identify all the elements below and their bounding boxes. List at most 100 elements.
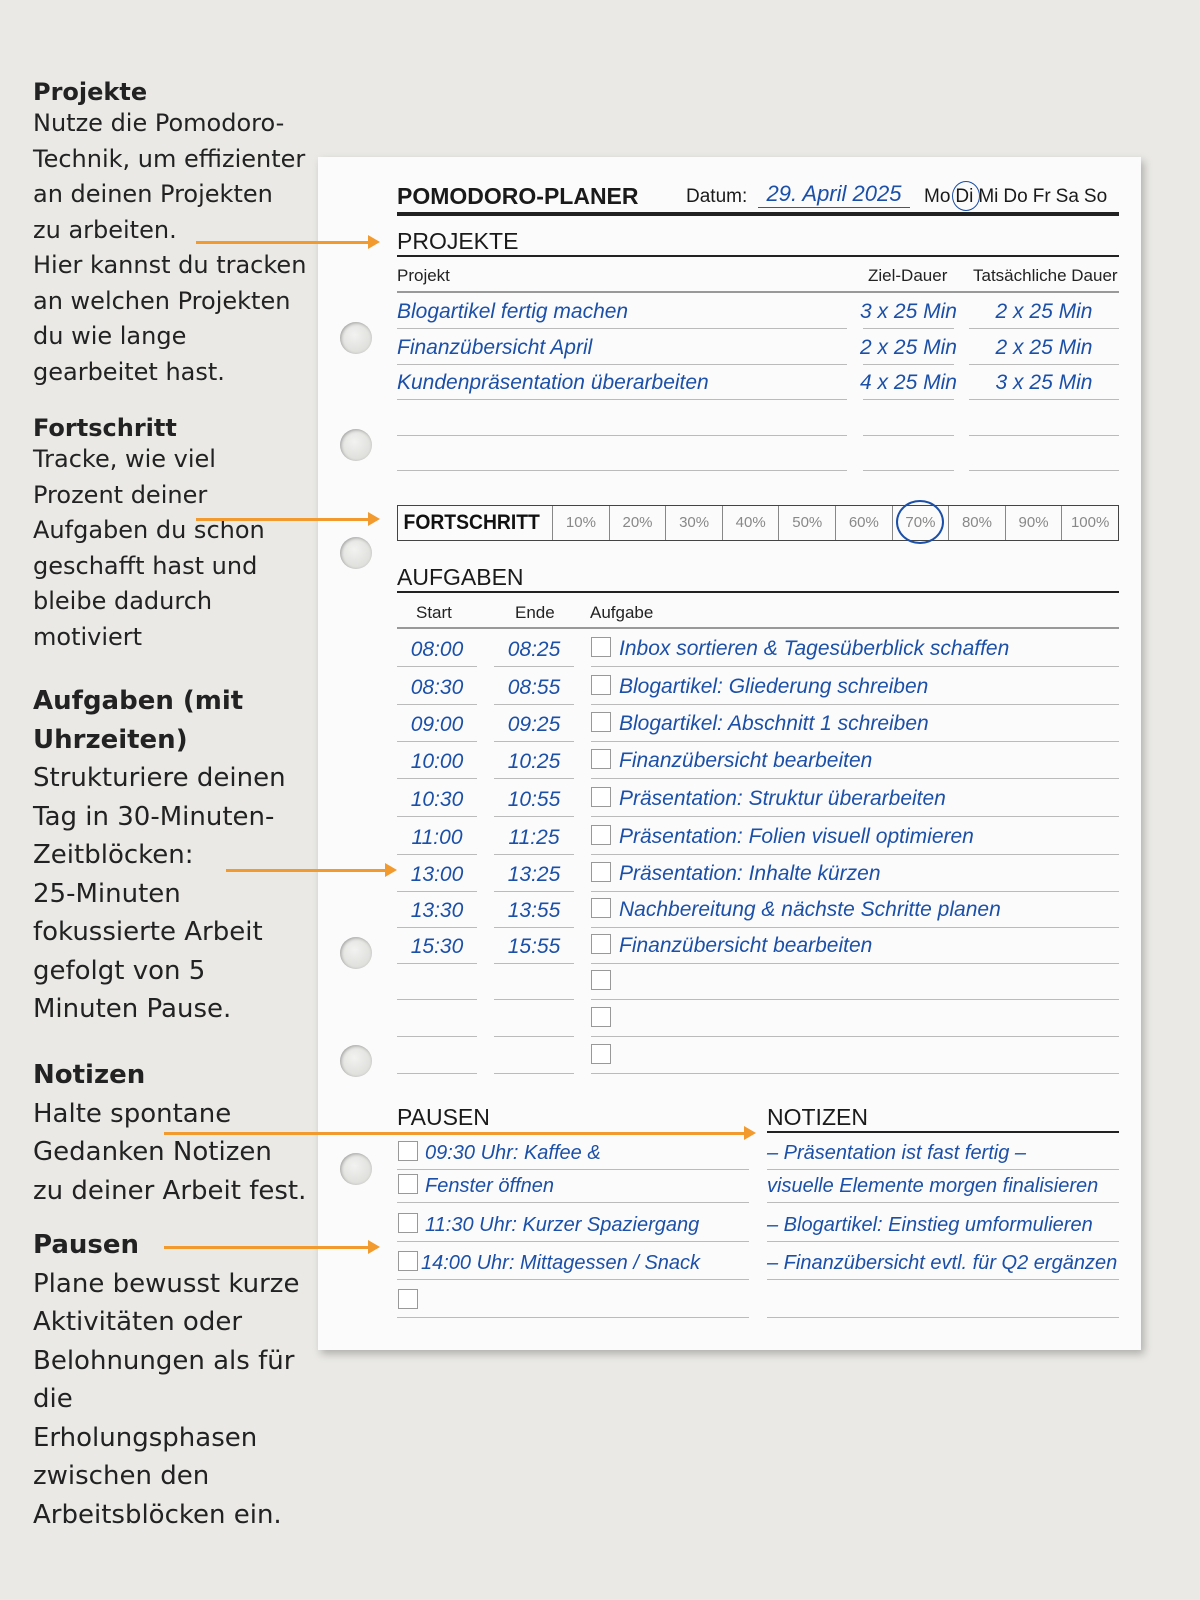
selected-day-circle bbox=[952, 181, 981, 211]
task-name[interactable]: Finanzübersicht bearbeiten bbox=[619, 934, 873, 957]
row-line bbox=[397, 999, 477, 1000]
note-text[interactable]: visuelle Elemente morgen finalisieren bbox=[767, 1175, 1099, 1197]
weekday-mi[interactable]: Mi bbox=[978, 186, 999, 207]
progress-step-100%[interactable]: 100% bbox=[1061, 506, 1118, 540]
project-name[interactable]: Finanzübersicht April bbox=[397, 335, 593, 359]
task-start[interactable]: 08:30 bbox=[410, 676, 464, 699]
task-end[interactable]: 13:55 bbox=[507, 899, 561, 922]
project-name[interactable]: Blogartikel fertig machen bbox=[397, 300, 629, 323]
break-checkbox[interactable] bbox=[398, 1141, 418, 1161]
task-start[interactable]: 09:00 bbox=[410, 713, 464, 736]
break-checkbox[interactable] bbox=[398, 1251, 418, 1271]
task-checkbox[interactable] bbox=[591, 825, 611, 845]
row-line bbox=[397, 1317, 749, 1318]
task-name[interactable]: Finanzübersicht bearbeiten bbox=[619, 749, 873, 772]
project-row bbox=[397, 439, 1119, 473]
row-line bbox=[397, 741, 477, 742]
project-actual[interactable]: 2 x 25 Min bbox=[995, 300, 1093, 323]
sidebar-title: Aufgaben (mit Uhrzeiten) bbox=[33, 686, 244, 755]
task-start[interactable]: 15:30 bbox=[410, 935, 464, 958]
task-end[interactable]: 10:25 bbox=[507, 750, 561, 773]
task-start[interactable]: 13:30 bbox=[410, 899, 464, 922]
task-row: 11:00 11:25 Präsentation: Folien visuell o… bbox=[397, 821, 1119, 857]
task-name[interactable]: Inbox sortieren & Tagesüberblick schaffe… bbox=[619, 637, 1010, 660]
task-checkbox[interactable] bbox=[591, 675, 611, 695]
weekday-fr[interactable]: Fr bbox=[1032, 186, 1051, 207]
task-start[interactable]: 10:30 bbox=[410, 788, 464, 811]
break-checkbox[interactable] bbox=[398, 1174, 418, 1194]
note-text[interactable]: – Präsentation ist fast fertig – bbox=[767, 1142, 1027, 1164]
task-end[interactable]: 08:25 bbox=[507, 638, 561, 661]
task-checkbox[interactable] bbox=[591, 787, 611, 807]
row-line bbox=[397, 778, 477, 779]
break-text[interactable]: 14:00 Uhr: Mittagessen / Snack bbox=[421, 1252, 701, 1274]
divider bbox=[397, 212, 1119, 216]
weekday-do[interactable]: Do bbox=[1003, 186, 1028, 207]
progress-step-80%[interactable]: 80% bbox=[948, 506, 1005, 540]
task-checkbox[interactable] bbox=[591, 862, 611, 882]
task-row bbox=[397, 1003, 1119, 1039]
progress-step-90%[interactable]: 90% bbox=[1004, 506, 1062, 540]
project-actual[interactable]: 3 x 25 Min bbox=[995, 371, 1093, 394]
task-row: 10:00 10:25 Finanzübersicht bearbeiten bbox=[397, 745, 1119, 781]
task-name[interactable]: Präsentation: Inhalte kürzen bbox=[619, 862, 881, 885]
progress-step-40%[interactable]: 40% bbox=[721, 506, 779, 540]
punch-hole bbox=[340, 1045, 372, 1077]
task-start[interactable]: 11:00 bbox=[411, 826, 463, 849]
task-name[interactable]: Nachbereitung & nächste Schritte planen bbox=[619, 898, 1001, 921]
task-end[interactable]: 13:25 bbox=[507, 863, 561, 886]
date-value[interactable]: 29. April 2025 bbox=[758, 181, 910, 208]
task-checkbox[interactable] bbox=[591, 898, 611, 918]
task-checkbox[interactable] bbox=[591, 1007, 611, 1027]
sidebar-pausen: Pausen Plane bewusst kurze Aktivitäten od… bbox=[33, 1226, 299, 1534]
task-name[interactable]: Präsentation: Struktur überarbeiten bbox=[619, 787, 946, 810]
task-name[interactable]: Blogartikel: Gliederung schreiben bbox=[619, 675, 929, 698]
task-start[interactable]: 10:00 bbox=[410, 750, 464, 773]
break-text[interactable]: 09:30 Uhr: Kaffee & bbox=[425, 1142, 601, 1164]
project-name[interactable]: Kundenpräsentation überarbeiten bbox=[397, 371, 709, 394]
task-end[interactable]: 11:25 bbox=[508, 826, 560, 849]
sidebar-title: Fortschritt bbox=[33, 414, 177, 442]
task-name[interactable]: Blogartikel: Abschnitt 1 schreiben bbox=[619, 712, 929, 735]
row-line bbox=[494, 666, 574, 667]
task-checkbox[interactable] bbox=[591, 712, 611, 732]
weekday-mo[interactable]: Mo bbox=[924, 186, 951, 207]
task-end[interactable]: 09:25 bbox=[507, 713, 561, 736]
task-end[interactable]: 15:55 bbox=[507, 935, 561, 958]
project-row: Blogartikel fertig machen 3 x 25 Min 2 x 2… bbox=[397, 297, 1119, 331]
progress-step-10%[interactable]: 10% bbox=[552, 506, 609, 540]
task-checkbox[interactable] bbox=[591, 970, 611, 990]
task-checkbox[interactable] bbox=[591, 749, 611, 769]
task-end[interactable]: 08:55 bbox=[507, 676, 561, 699]
progress-step-70%[interactable]: 70% bbox=[891, 500, 949, 544]
divider bbox=[397, 255, 1119, 257]
task-checkbox[interactable] bbox=[591, 1044, 611, 1064]
column-header: Aufgabe bbox=[590, 603, 654, 622]
task-end[interactable]: 10:55 bbox=[507, 788, 561, 811]
divider bbox=[397, 627, 1119, 629]
progress-step-30%[interactable]: 30% bbox=[665, 506, 722, 540]
task-start[interactable]: 13:00 bbox=[410, 863, 464, 886]
task-checkbox[interactable] bbox=[591, 934, 611, 954]
project-row: Kundenpräsentation überarbeiten 4 x 25 Mi… bbox=[397, 368, 1119, 402]
break-text[interactable]: Fenster öffnen bbox=[425, 1175, 554, 1197]
break-checkbox[interactable] bbox=[398, 1289, 418, 1309]
task-start[interactable]: 08:00 bbox=[410, 638, 464, 661]
project-target[interactable]: 3 x 25 Min bbox=[860, 300, 957, 323]
task-name[interactable]: Präsentation: Folien visuell optimieren bbox=[619, 825, 974, 848]
break-text[interactable]: 11:30 Uhr: Kurzer Spaziergang bbox=[425, 1214, 700, 1236]
progress-step-50%[interactable]: 50% bbox=[778, 506, 835, 540]
project-target[interactable]: 4 x 25 Min bbox=[860, 371, 957, 394]
progress-step-60%[interactable]: 60% bbox=[835, 506, 892, 540]
weekday-sa[interactable]: Sa bbox=[1055, 186, 1079, 207]
weekday-so[interactable]: So bbox=[1083, 186, 1108, 207]
progress-step-20%[interactable]: 20% bbox=[608, 506, 666, 540]
note-text[interactable]: – Finanzübersicht evtl. für Q2 ergänzen bbox=[767, 1252, 1118, 1274]
progress-scale: FORTSCHRITT 10% 20% 30% 40% 50% 60% 70% 80% 90% 10… bbox=[397, 500, 1119, 544]
note-text[interactable]: – Blogartikel: Einstieg umformulieren bbox=[767, 1214, 1093, 1236]
break-checkbox[interactable] bbox=[398, 1213, 418, 1233]
project-actual[interactable]: 2 x 25 Min bbox=[995, 335, 1093, 359]
weekday-di[interactable]: Di bbox=[952, 181, 981, 211]
project-target[interactable]: 2 x 25 Min bbox=[860, 335, 957, 359]
task-checkbox[interactable] bbox=[591, 637, 611, 657]
